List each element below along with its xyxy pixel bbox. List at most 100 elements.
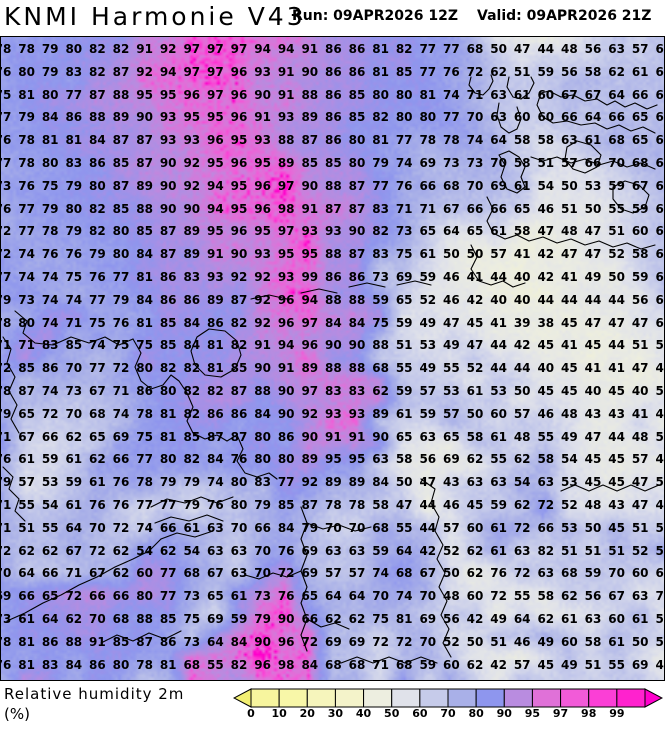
- grid-value: 69: [655, 156, 664, 170]
- grid-value: 53: [561, 520, 578, 535]
- grid-value: 55: [41, 520, 59, 535]
- grid-value: 46: [443, 292, 460, 307]
- grid-value: 70: [254, 543, 271, 558]
- grid-value: 87: [136, 634, 153, 649]
- grid-value: 95: [207, 110, 224, 125]
- grid-value: 61: [395, 406, 413, 421]
- grid-value: 72: [513, 520, 531, 535]
- grid-value: 93: [159, 133, 177, 148]
- grid-value: 50: [466, 406, 484, 421]
- grid-value: 51: [608, 543, 625, 558]
- grid-value: 64: [325, 589, 342, 604]
- grid-value: 87: [89, 87, 106, 102]
- grid-value: 52: [561, 498, 578, 512]
- grid-value: 87: [112, 178, 130, 193]
- grid-value: 77: [159, 498, 177, 512]
- grid-value: 74: [18, 270, 35, 284]
- grid-value: 87: [136, 156, 153, 170]
- map-panel[interactable]: 78 78 79 80 82 82 91 92 97 97 97 94 94 91 86 86 81 82 77 77…: [0, 36, 665, 681]
- grid-value: 77: [1, 156, 12, 170]
- grid-value: 69: [631, 657, 649, 672]
- grid-value: 67: [561, 87, 578, 102]
- grid-value: 80: [254, 429, 271, 444]
- grid-value: 51: [490, 634, 507, 649]
- grid-value: 58: [537, 589, 555, 604]
- grid-value: 81: [18, 634, 35, 649]
- grid-value: 86: [89, 657, 106, 672]
- grid-value: 55: [207, 657, 224, 672]
- grid-value: 58: [513, 224, 531, 239]
- grid-value: 90: [301, 429, 319, 444]
- grid-value: 76: [277, 543, 295, 558]
- grid-value: 60: [537, 87, 555, 102]
- grid-value: 70: [608, 566, 625, 581]
- grid-value: 94: [159, 64, 177, 79]
- grid-value: 62: [466, 566, 484, 581]
- grid-value: 77: [89, 361, 106, 376]
- grid-value: 93: [207, 270, 224, 284]
- grid-value: 73: [183, 634, 201, 649]
- grid-value: 55: [395, 361, 413, 376]
- grid-value: 42: [537, 270, 555, 284]
- grid-value: 52: [631, 543, 649, 558]
- grid-value: 80: [395, 87, 413, 102]
- grid-value: 85: [65, 338, 83, 353]
- grid-value: 92: [183, 178, 201, 193]
- grid-value: 66: [584, 156, 602, 170]
- grid-value: 77: [395, 133, 413, 148]
- grid-value: 78: [18, 42, 35, 56]
- grid-value: 96: [254, 201, 271, 216]
- grid-value: 46: [443, 270, 460, 284]
- grid-value: 81: [395, 612, 413, 626]
- grid-value: 84: [277, 520, 295, 535]
- grid-value: 82: [159, 361, 177, 376]
- grid-value: 86: [207, 315, 224, 330]
- grid-value: 76: [1, 452, 12, 467]
- grid-value: 67: [89, 384, 106, 398]
- grid-value: 62: [608, 64, 625, 79]
- grid-value: 88: [325, 247, 342, 262]
- grid-value: 82: [230, 315, 248, 330]
- grid-value: 63: [230, 566, 248, 581]
- grid-value: 83: [65, 64, 83, 79]
- grid-value: 93: [277, 270, 295, 284]
- grid-value: 77: [112, 270, 130, 284]
- grid-value: 54: [136, 543, 153, 558]
- grid-value: 53: [655, 475, 664, 490]
- grid-value: 65: [207, 589, 224, 604]
- grid-value: 51: [395, 338, 413, 353]
- grid-value: 95: [230, 201, 248, 216]
- grid-value: 65: [89, 429, 106, 444]
- valid-time-label: Valid: 09APR2026 21Z: [477, 8, 652, 24]
- grid-value: 77: [159, 566, 177, 581]
- grid-value: 59: [230, 612, 248, 626]
- grid-value: 96: [277, 634, 295, 649]
- grid-value: 45: [537, 338, 555, 353]
- grid-value: 67: [631, 178, 649, 193]
- colorbar-legend[interactable]: 0 10 20 30 40 50 60 70 80 90 95 97 98 99: [233, 688, 663, 732]
- grid-value: 92: [254, 292, 271, 307]
- colorbar-swatch: [475, 688, 505, 708]
- grid-value: 66: [466, 201, 484, 216]
- grid-value: 44: [419, 520, 437, 535]
- grid-value: 65: [395, 292, 413, 307]
- grid-value: 72: [277, 566, 295, 581]
- grid-value: 80: [136, 589, 153, 604]
- grid-value-overlay: 78 78 79 80 82 82 91 92 97 97 97 94 94 91 86 86 81 82 77 77…: [1, 37, 664, 680]
- grid-value: 76: [89, 270, 106, 284]
- grid-value: 76: [490, 566, 507, 581]
- grid-value: 66: [301, 612, 319, 626]
- grid-value: 67: [89, 566, 106, 581]
- colorbar-tick: 80: [468, 707, 484, 720]
- grid-value: 76: [230, 452, 248, 467]
- grid-value: 96: [230, 110, 248, 125]
- grid-value: 69: [325, 634, 342, 649]
- grid-value: 74: [466, 133, 484, 148]
- grid-value: 79: [65, 224, 83, 239]
- grid-value: 69: [112, 429, 130, 444]
- grid-value: 97: [277, 178, 295, 193]
- colorbar-under-arrow: [233, 688, 252, 708]
- grid-value: 62: [655, 315, 664, 330]
- grid-value: 63: [513, 543, 531, 558]
- grid-value: 58: [395, 452, 413, 467]
